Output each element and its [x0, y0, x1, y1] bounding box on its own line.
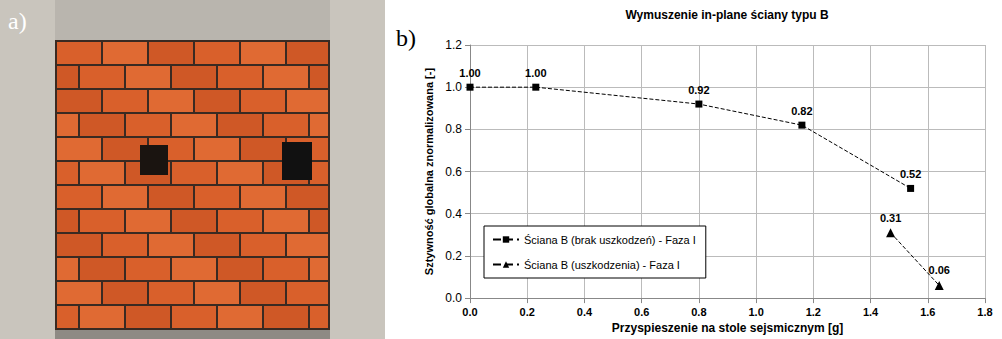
svg-text:0.52: 0.52	[900, 168, 921, 180]
svg-text:1.2: 1.2	[806, 306, 821, 318]
svg-text:0.82: 0.82	[791, 105, 812, 117]
svg-text:1.00: 1.00	[459, 67, 480, 79]
svg-text:1.6: 1.6	[920, 306, 935, 318]
svg-text:Ściana B (brak uszkodzeń) - Fa: Ściana B (brak uszkodzeń) - Faza I	[524, 234, 696, 246]
svg-text:1.4: 1.4	[863, 306, 879, 318]
svg-text:0.4: 0.4	[445, 207, 462, 221]
svg-text:1.8: 1.8	[977, 306, 992, 318]
svg-text:0.92: 0.92	[688, 84, 709, 96]
svg-text:Przyspieszenie na stole sejsmi: Przyspieszenie na stole sejsmicznym [g]	[612, 321, 843, 335]
svg-text:1.0: 1.0	[748, 306, 763, 318]
svg-text:0.2: 0.2	[520, 306, 535, 318]
svg-text:0.2: 0.2	[445, 249, 462, 263]
svg-text:0.31: 0.31	[880, 212, 901, 224]
svg-text:0.4: 0.4	[577, 306, 593, 318]
svg-text:Ściana B (uszkodzenia) - Faza: Ściana B (uszkodzenia) - Faza I	[524, 259, 680, 271]
svg-text:0.06: 0.06	[929, 264, 950, 276]
svg-text:0.8: 0.8	[445, 122, 462, 136]
svg-text:1.00: 1.00	[525, 67, 546, 79]
svg-text:0.6: 0.6	[634, 306, 649, 318]
svg-text:0.0: 0.0	[445, 291, 462, 305]
svg-text:1.2: 1.2	[445, 38, 462, 52]
svg-text:0.0: 0.0	[462, 306, 477, 318]
html-text:a): a)	[8, 8, 27, 34]
svg-text:Sztywność globalna znormalizow: Sztywność globalna znormalizowana [-]	[423, 68, 435, 276]
svg-text:0.6: 0.6	[445, 165, 462, 179]
svg-text:Wymuszenie in-plane ściany typ: Wymuszenie in-plane ściany typu B	[625, 8, 828, 22]
svg-text:1.0: 1.0	[445, 80, 462, 94]
svg-text:b): b)	[396, 25, 416, 51]
svg-text:0.8: 0.8	[691, 306, 706, 318]
